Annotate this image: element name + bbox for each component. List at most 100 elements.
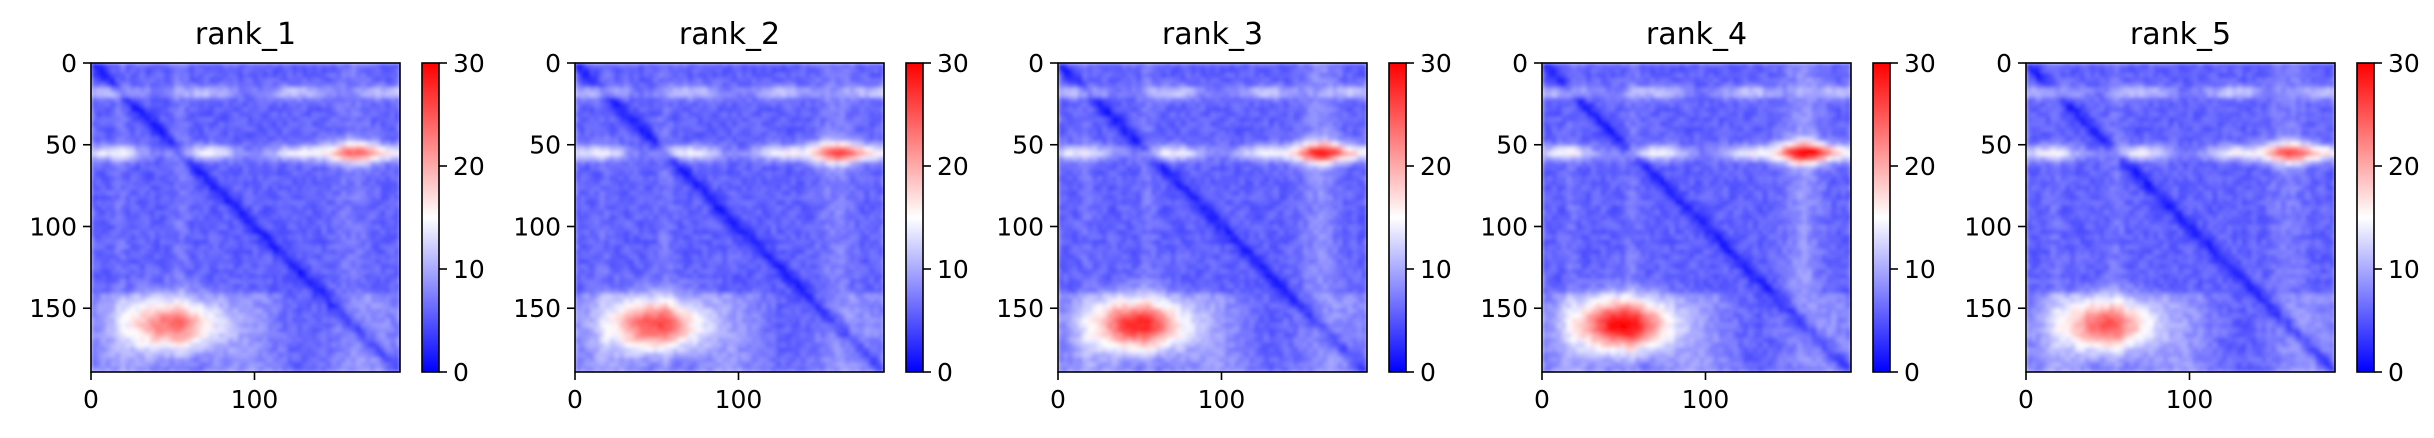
heatmap-cell — [267, 82, 274, 89]
heatmap-cell — [218, 219, 225, 226]
heatmap-cell — [336, 87, 342, 94]
heatmap-cell — [839, 102, 846, 108]
heatmap-cell — [301, 170, 308, 177]
heatmap-cell — [213, 170, 220, 177]
heatmap-cell — [95, 234, 102, 241]
heatmap-cell — [336, 244, 342, 250]
heatmap-cell — [297, 97, 303, 103]
heatmap-cell — [272, 362, 278, 368]
heatmap-cell — [194, 141, 200, 147]
heatmap-cell — [375, 116, 381, 123]
heatmap-cell — [100, 146, 107, 152]
heatmap-cell — [184, 141, 190, 147]
heatmap-cell — [380, 239, 386, 246]
heatmap-cell — [599, 87, 606, 94]
heatmap-cell — [751, 67, 758, 74]
heatmap-cell — [252, 264, 259, 270]
heatmap-cell — [203, 97, 210, 103]
heatmap-cell — [140, 229, 146, 236]
heatmap-cell — [115, 136, 122, 143]
heatmap-cell — [252, 77, 259, 84]
heatmap-cell — [257, 332, 264, 339]
heatmap-cell — [115, 195, 122, 201]
heatmap-cell — [321, 298, 328, 304]
heatmap-cell — [189, 121, 195, 128]
heatmap-cell — [326, 175, 332, 182]
heatmap-cell — [91, 278, 97, 285]
heatmap-cell — [390, 156, 396, 162]
heatmap-cell — [184, 102, 190, 108]
heatmap-cell — [648, 67, 655, 74]
heatmap-cell — [140, 322, 146, 329]
heatmap-cell — [336, 136, 342, 143]
heatmap-cell — [326, 72, 332, 79]
heatmap-cell — [100, 170, 107, 177]
heatmap-cell — [350, 244, 357, 250]
heatmap-cell — [135, 156, 141, 162]
heatmap-cell — [717, 63, 723, 69]
heatmap-cell — [297, 136, 303, 143]
heatmap-cell — [321, 151, 328, 157]
heatmap-cell — [169, 77, 175, 84]
heatmap-cell — [800, 77, 807, 84]
heatmap-cell — [233, 337, 239, 344]
heatmap-cell — [100, 190, 107, 197]
heatmap-cell — [272, 269, 278, 275]
heatmap-cell — [100, 205, 107, 211]
heatmap-cell — [395, 87, 400, 94]
heatmap-cell — [272, 190, 278, 197]
heatmap-cell — [301, 259, 308, 265]
heatmap-cell — [287, 170, 293, 177]
heatmap-cell — [267, 298, 274, 304]
heatmap-cell — [110, 205, 117, 211]
heatmap-cells — [575, 63, 884, 372]
heatmap-cell — [301, 239, 308, 246]
heatmap-cell — [331, 219, 337, 226]
heatmap-cell — [287, 215, 293, 221]
heatmap-cell — [292, 116, 298, 123]
heatmap-cell — [761, 72, 767, 79]
heatmap-cell — [120, 347, 126, 353]
heatmap-cell — [633, 87, 640, 94]
heatmap-cell — [154, 156, 161, 162]
heatmap-cell — [95, 342, 102, 349]
heatmap-cell — [820, 63, 826, 69]
heatmap-cell — [277, 269, 283, 275]
heatmap-cell — [262, 259, 269, 265]
heatmap-cell — [390, 166, 396, 172]
heatmap-cell — [169, 269, 175, 275]
heatmap-cell — [208, 298, 215, 304]
heatmap-cell — [584, 77, 591, 84]
heatmap-cell — [599, 121, 606, 128]
heatmap-cell — [287, 175, 293, 182]
heatmap-cell — [717, 92, 723, 98]
heatmap-cell — [579, 136, 586, 143]
heatmap-cell — [194, 205, 200, 211]
heatmap-cell — [350, 318, 357, 324]
heatmap-cell — [238, 273, 244, 280]
heatmap-cell — [203, 269, 210, 275]
heatmap-cell — [198, 92, 205, 98]
heatmap-cell — [375, 151, 381, 157]
heatmap-cell — [385, 180, 391, 187]
heatmap-cell — [95, 219, 102, 226]
heatmap-cell — [105, 342, 112, 349]
heatmap-cell — [316, 136, 323, 143]
heatmap-cell — [346, 342, 352, 349]
heatmap-cell — [115, 303, 122, 309]
heatmap-cell — [267, 352, 274, 358]
heatmap-cell — [306, 269, 313, 275]
heatmap-cell — [164, 313, 171, 319]
heatmap-cell — [297, 357, 303, 363]
heatmap-cell — [306, 180, 313, 187]
heatmap-cell — [110, 190, 117, 197]
heatmap-cell — [272, 239, 278, 246]
heatmap-cell — [301, 224, 308, 231]
heatmap-cell — [360, 126, 367, 133]
heatmap-cell — [311, 332, 318, 339]
heatmap-cell — [776, 72, 782, 79]
heatmap-cell — [135, 313, 141, 319]
heatmap-cell — [208, 161, 215, 167]
heatmap-cell — [316, 97, 323, 103]
heatmap-cell — [346, 293, 352, 300]
